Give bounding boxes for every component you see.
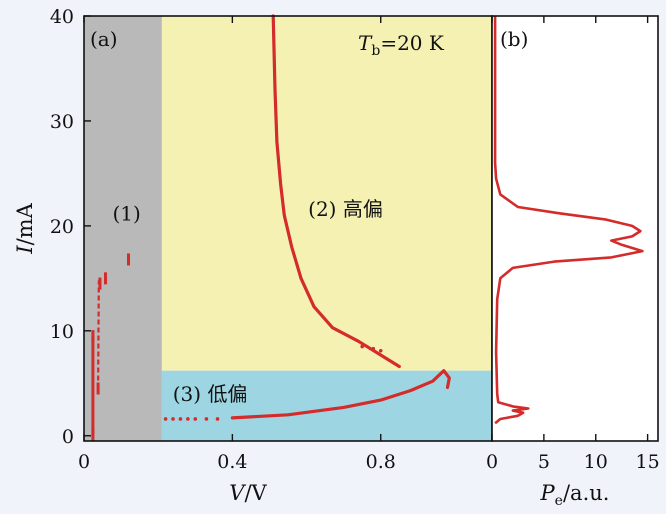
a-y-tick-label: 40 xyxy=(50,6,74,28)
series-high-bias-branch xyxy=(271,14,401,369)
annotation-subscript: b xyxy=(371,43,380,59)
x-axis-subscript: e xyxy=(555,493,563,509)
plot-background-b xyxy=(492,16,658,441)
data-point xyxy=(127,253,131,266)
data-point xyxy=(371,346,376,351)
region-label-2: (2) 高偏 xyxy=(308,197,383,221)
region-layer xyxy=(84,16,492,441)
region-3 xyxy=(161,370,492,441)
x-axis-title-b: Pe/a.u. xyxy=(540,481,610,509)
a-y-tick-label: 20 xyxy=(50,216,74,238)
panel-a: 0 0.4 0.8 0 10 20 30 40 (1) (2) 高偏 (3) 低偏 (a) Tb=… xyxy=(13,6,493,505)
series-layer xyxy=(493,16,644,425)
x-axis-variable: V xyxy=(229,481,246,505)
data-point xyxy=(178,417,183,421)
data-point xyxy=(104,272,108,285)
panel-label-b: (b) xyxy=(500,27,528,51)
series-layer xyxy=(91,14,451,441)
data-point xyxy=(360,344,364,349)
region-label-1: (1) xyxy=(112,201,140,225)
data-point xyxy=(98,277,102,290)
annotation-value: =20 K xyxy=(380,31,445,55)
series-region-1-dashes xyxy=(96,280,100,389)
tick-label-layer: 0 5 10 15 xyxy=(486,451,660,473)
x-axis-variable: P xyxy=(540,481,556,505)
region-2 xyxy=(161,16,492,371)
a-y-tick-label: 30 xyxy=(50,111,74,133)
a-x-tick-label: 0.8 xyxy=(366,451,396,473)
a-x-tick-label: 0 xyxy=(78,451,90,473)
data-point xyxy=(186,417,190,421)
panel-b: 0 5 10 15 (b) Pe/a.u. xyxy=(486,15,660,509)
x-axis-title-a: V/V xyxy=(229,481,267,505)
data-point xyxy=(163,417,168,421)
series-emission xyxy=(493,16,644,425)
x-axis-unit: /a.u. xyxy=(563,481,609,505)
data-point xyxy=(171,417,175,421)
x-axis-unit: /V xyxy=(244,481,267,505)
annotation-variable: T xyxy=(358,31,373,55)
region-label-layer: (1) (2) 高偏 (3) 低偏 xyxy=(112,197,382,406)
y-axis-unit: /mA xyxy=(13,202,37,245)
temperature-annotation: Tb=20 K xyxy=(358,31,445,59)
plot-frame-b xyxy=(491,15,659,442)
region-label-3: (3) 低偏 xyxy=(173,382,248,406)
region-1 xyxy=(84,16,162,441)
a-y-tick-label: 0 xyxy=(62,426,74,448)
b-x-tick-label: 15 xyxy=(636,451,660,473)
data-point xyxy=(204,417,209,421)
a-y-tick-label: 10 xyxy=(50,321,74,343)
data-point xyxy=(378,348,383,353)
y-axis-title-a: I/mA xyxy=(13,202,37,254)
tick-label-layer: 0 0.4 0.8 0 10 20 30 40 xyxy=(50,6,396,473)
b-x-tick-label: 10 xyxy=(584,451,608,473)
data-point xyxy=(215,417,220,421)
series-low-bias-branch xyxy=(230,369,451,420)
panel-label-a: (a) xyxy=(90,27,118,51)
data-point xyxy=(193,417,198,421)
a-x-tick-label: 0.4 xyxy=(217,451,247,473)
y-axis-variable: I xyxy=(13,245,37,255)
b-x-tick-label: 0 xyxy=(486,451,498,473)
b-x-tick-label: 5 xyxy=(538,451,550,473)
